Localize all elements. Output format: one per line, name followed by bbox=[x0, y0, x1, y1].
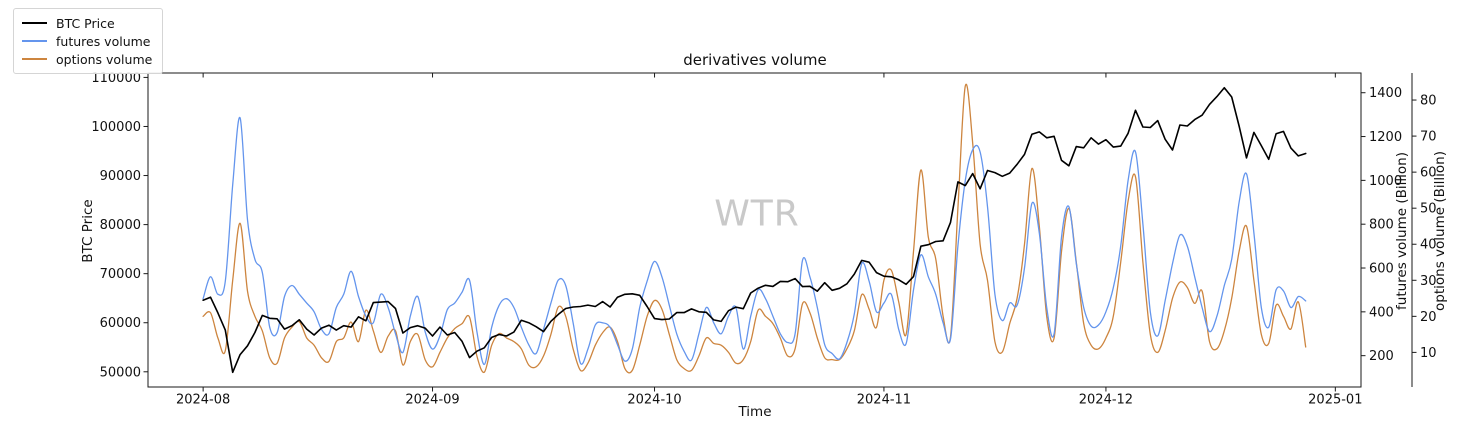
svg-text:200: 200 bbox=[1369, 349, 1394, 364]
svg-text:30: 30 bbox=[1420, 274, 1437, 289]
legend: BTC Price futures volume options volume bbox=[13, 8, 164, 74]
svg-text:20: 20 bbox=[1420, 310, 1437, 325]
svg-text:2024-09: 2024-09 bbox=[405, 393, 459, 408]
legend-item-options-volume: options volume bbox=[22, 50, 152, 68]
y-axis-ticks-options-volume: 10 20 30 40 50 60 70 80 bbox=[1412, 94, 1437, 361]
btc-price-line-swatch bbox=[22, 22, 47, 24]
svg-text:1200: 1200 bbox=[1369, 130, 1402, 145]
svg-text:800: 800 bbox=[1369, 218, 1394, 233]
svg-text:80: 80 bbox=[1420, 94, 1437, 109]
x-axis-ticks: 2024-08 2024-09 2024-10 2024-11 2024-12 2025-… bbox=[176, 73, 1362, 408]
x-axis-label-time: Time bbox=[738, 404, 772, 420]
svg-text:110000: 110000 bbox=[91, 71, 141, 86]
svg-text:60000: 60000 bbox=[100, 316, 141, 331]
svg-text:70000: 70000 bbox=[100, 267, 141, 282]
legend-label: options volume bbox=[56, 51, 153, 67]
options-volume-line-swatch bbox=[22, 58, 47, 60]
svg-text:600: 600 bbox=[1369, 262, 1394, 277]
options-volume-line bbox=[202, 83, 1307, 374]
legend-item-futures-volume: futures volume bbox=[22, 32, 152, 50]
legend-item-btc-price: BTC Price bbox=[22, 14, 152, 32]
svg-text:1000: 1000 bbox=[1369, 174, 1402, 189]
svg-text:2025-01: 2025-01 bbox=[1308, 393, 1362, 408]
svg-text:2024-10: 2024-10 bbox=[627, 393, 681, 408]
y-axis-ticks-btc-price: 50000 60000 70000 80000 90000 100000 110000 bbox=[91, 71, 148, 380]
svg-text:60: 60 bbox=[1420, 166, 1437, 181]
svg-text:40: 40 bbox=[1420, 238, 1437, 253]
svg-text:80000: 80000 bbox=[100, 218, 141, 233]
y-axis-ticks-futures-volume: 200 400 600 800 1000 1200 1400 bbox=[1361, 86, 1402, 364]
svg-text:50000: 50000 bbox=[100, 365, 141, 380]
svg-text:400: 400 bbox=[1369, 305, 1394, 320]
chart-title: derivatives volume bbox=[683, 51, 827, 69]
axes-spines bbox=[147, 72, 1413, 388]
svg-text:2024-11: 2024-11 bbox=[857, 393, 911, 408]
svg-text:50: 50 bbox=[1420, 202, 1437, 217]
svg-text:2024-08: 2024-08 bbox=[176, 393, 230, 408]
svg-text:1400: 1400 bbox=[1369, 86, 1402, 101]
legend-label: BTC Price bbox=[56, 15, 115, 31]
svg-text:10: 10 bbox=[1420, 346, 1437, 361]
futures-volume-line bbox=[202, 117, 1307, 366]
btc-price-line bbox=[202, 86, 1307, 374]
futures-volume-line-swatch bbox=[22, 40, 47, 42]
legend-label: futures volume bbox=[56, 33, 151, 49]
svg-text:100000: 100000 bbox=[91, 120, 141, 135]
svg-text:2024-12: 2024-12 bbox=[1079, 393, 1133, 408]
svg-text:90000: 90000 bbox=[100, 169, 141, 184]
watermark: WTR bbox=[714, 193, 800, 235]
svg-text:70: 70 bbox=[1420, 130, 1437, 145]
